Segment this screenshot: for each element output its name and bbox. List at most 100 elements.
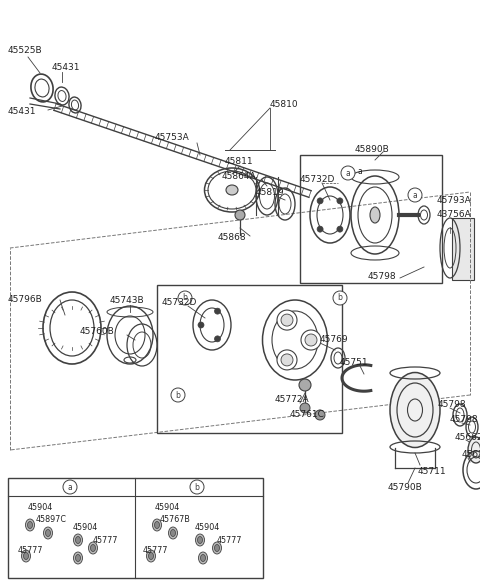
Ellipse shape (277, 310, 297, 330)
Text: 45431: 45431 (52, 63, 81, 72)
Ellipse shape (215, 336, 220, 342)
Text: 45636B: 45636B (462, 450, 480, 459)
Ellipse shape (277, 350, 297, 370)
Text: 45751: 45751 (340, 358, 369, 367)
Text: 45743B: 45743B (110, 296, 144, 305)
Text: 45525B: 45525B (8, 46, 43, 55)
Text: 45819: 45819 (256, 188, 285, 197)
Ellipse shape (305, 334, 317, 346)
Text: 45811: 45811 (225, 157, 253, 166)
Text: 45868: 45868 (218, 233, 247, 242)
Ellipse shape (24, 553, 28, 560)
Ellipse shape (170, 530, 176, 537)
Ellipse shape (73, 552, 83, 564)
Text: b: b (176, 390, 180, 400)
Text: 45904: 45904 (28, 503, 53, 512)
Text: a: a (413, 190, 418, 199)
Text: 45798: 45798 (450, 415, 479, 424)
Ellipse shape (337, 226, 343, 232)
Text: 45777: 45777 (143, 546, 168, 555)
Text: 45777: 45777 (217, 536, 242, 545)
Ellipse shape (468, 437, 480, 463)
Ellipse shape (148, 553, 154, 560)
Text: 45798: 45798 (368, 272, 396, 281)
Text: 43756A: 43756A (437, 210, 472, 219)
Bar (452, 218, 474, 280)
Ellipse shape (75, 554, 81, 561)
Bar (300, 155, 442, 283)
Ellipse shape (146, 550, 156, 562)
Ellipse shape (281, 354, 293, 366)
Ellipse shape (75, 537, 81, 543)
Ellipse shape (408, 188, 422, 202)
Ellipse shape (91, 544, 96, 551)
Text: 45732D: 45732D (162, 298, 197, 307)
Ellipse shape (215, 544, 219, 551)
Text: 45772A: 45772A (275, 395, 310, 404)
Text: 45732D: 45732D (300, 175, 336, 184)
Ellipse shape (195, 534, 204, 546)
Text: 45761C: 45761C (290, 410, 325, 419)
Bar (157, 285, 342, 433)
Text: 45798: 45798 (438, 400, 467, 409)
Ellipse shape (370, 207, 380, 223)
Text: 45753A: 45753A (155, 133, 190, 142)
Ellipse shape (25, 519, 35, 531)
Text: 45897C: 45897C (36, 515, 67, 524)
Ellipse shape (171, 388, 185, 402)
Text: b: b (182, 294, 187, 302)
Text: 45796B: 45796B (8, 295, 43, 304)
Ellipse shape (300, 403, 310, 413)
Ellipse shape (88, 542, 97, 554)
Ellipse shape (201, 554, 205, 561)
Ellipse shape (27, 522, 33, 529)
Text: 45777: 45777 (93, 536, 119, 545)
Text: 45904: 45904 (73, 523, 98, 532)
Text: 45790B: 45790B (388, 483, 423, 492)
Text: 45864A: 45864A (222, 172, 257, 181)
Ellipse shape (213, 542, 221, 554)
Ellipse shape (199, 552, 207, 564)
Ellipse shape (153, 519, 161, 531)
Text: b: b (337, 294, 342, 302)
Ellipse shape (301, 330, 321, 350)
Text: 45810: 45810 (270, 100, 299, 109)
Ellipse shape (299, 379, 311, 391)
Text: a: a (346, 169, 350, 178)
Text: 45904: 45904 (155, 503, 180, 512)
Ellipse shape (390, 373, 440, 448)
Ellipse shape (63, 480, 77, 494)
Ellipse shape (155, 522, 159, 529)
Text: b: b (194, 482, 199, 492)
Ellipse shape (317, 198, 323, 204)
Ellipse shape (44, 527, 52, 539)
Text: 45777: 45777 (18, 546, 44, 555)
Text: 45662: 45662 (455, 433, 480, 442)
Text: a: a (68, 482, 72, 492)
Ellipse shape (333, 291, 347, 305)
Ellipse shape (337, 198, 343, 204)
Text: 45904: 45904 (195, 523, 220, 532)
Text: 45767B: 45767B (160, 515, 191, 524)
Ellipse shape (317, 226, 323, 232)
Ellipse shape (73, 534, 83, 546)
Ellipse shape (168, 527, 178, 539)
Text: a: a (358, 167, 363, 176)
Ellipse shape (315, 410, 325, 420)
Text: 45431: 45431 (8, 107, 36, 116)
Bar (8, 478, 263, 578)
Text: 45760B: 45760B (80, 327, 115, 336)
Ellipse shape (226, 185, 238, 195)
Ellipse shape (281, 314, 293, 326)
Ellipse shape (341, 166, 355, 180)
Text: 45793A: 45793A (437, 196, 472, 205)
Ellipse shape (235, 210, 245, 220)
Ellipse shape (22, 550, 31, 562)
Text: 45711: 45711 (418, 467, 446, 476)
Ellipse shape (178, 291, 192, 305)
Ellipse shape (215, 308, 220, 314)
Text: 45769: 45769 (320, 335, 348, 344)
Text: 45890B: 45890B (355, 145, 390, 154)
Ellipse shape (197, 537, 203, 543)
Ellipse shape (190, 480, 204, 494)
